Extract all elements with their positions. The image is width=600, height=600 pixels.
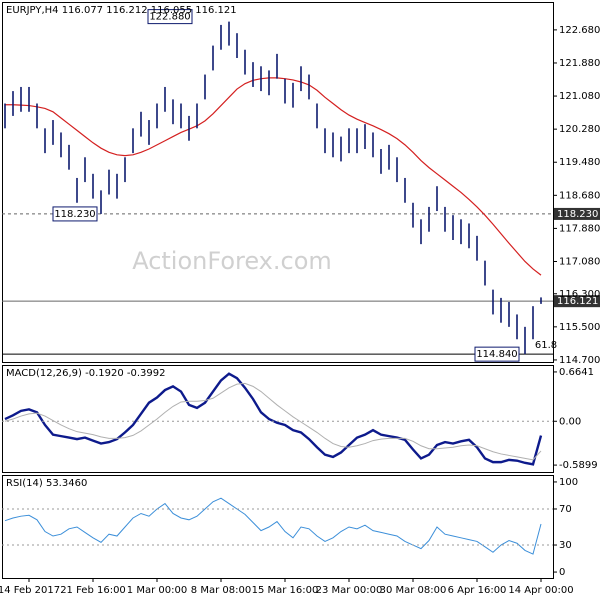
y-tick-label: 0 (559, 567, 565, 578)
y-tick-label: 120.280 (559, 124, 600, 135)
panel-title: RSI(14) 53.3460 (6, 478, 87, 489)
x-tick-label: 15 Mar 16:00 (252, 585, 319, 596)
panel-title: MACD(12,26,9) -0.1920 -0.3992 (6, 368, 166, 379)
indicator-line (4, 382, 542, 461)
annotation-box (147, 9, 193, 25)
price-panel (2, 2, 554, 363)
annotation: 118.230 (54, 209, 95, 220)
price-tag (554, 295, 600, 308)
y-tick-label: 116.300 (559, 289, 600, 300)
y-tick-label: 70 (559, 504, 572, 515)
watermark: ActionForex.com (132, 247, 332, 275)
y-tick-label: 100 (559, 477, 578, 488)
y-tick-label: 117.880 (559, 223, 600, 234)
x-tick-label: 14 Apr 00:00 (508, 585, 573, 596)
panel-title: EURJPY,H4 116.077 116.212 116.055 116.12… (6, 5, 237, 16)
moving-average (5, 77, 542, 276)
y-tick-label: 121.880 (559, 58, 600, 69)
annotation-box (474, 346, 520, 362)
annotation: 122.880 (149, 12, 190, 23)
y-tick-label: 117.080 (559, 256, 600, 267)
x-tick-label: 8 Mar 08:00 (191, 585, 251, 596)
y-tick-label: -0.5899 (559, 460, 598, 471)
x-tick-label: 21 Feb 16:00 (60, 585, 126, 596)
y-tick-label: 0.00 (559, 416, 581, 427)
annotation-box (52, 206, 98, 222)
price-tag (554, 207, 600, 220)
annotation: 114.840 (476, 349, 517, 360)
y-tick-label: 0.6641 (559, 367, 594, 378)
y-tick-label: 30 (559, 540, 572, 551)
price-tag-label: 116.121 (557, 296, 598, 307)
indicator-line (4, 497, 542, 555)
macd-panel (2, 365, 554, 473)
x-tick-label: 14 Feb 2017 (0, 585, 60, 596)
price-tag-label: 118.230 (557, 209, 598, 220)
y-tick-label: 115.500 (559, 322, 600, 333)
annotation: 61.8 (535, 340, 557, 351)
rsi-panel (2, 475, 554, 579)
y-tick-label: 119.480 (559, 157, 600, 168)
y-tick-label: 122.680 (559, 25, 600, 36)
y-tick-label: 118.680 (559, 190, 600, 201)
x-tick-label: 30 Mar 08:00 (380, 585, 447, 596)
x-tick-label: 1 Mar 00:00 (127, 585, 187, 596)
x-tick-label: 6 Apr 16:00 (448, 585, 507, 596)
x-tick-label: 23 Mar 00:00 (316, 585, 383, 596)
y-tick-label: 114.700 (559, 355, 600, 366)
y-tick-label: 121.080 (559, 91, 600, 102)
